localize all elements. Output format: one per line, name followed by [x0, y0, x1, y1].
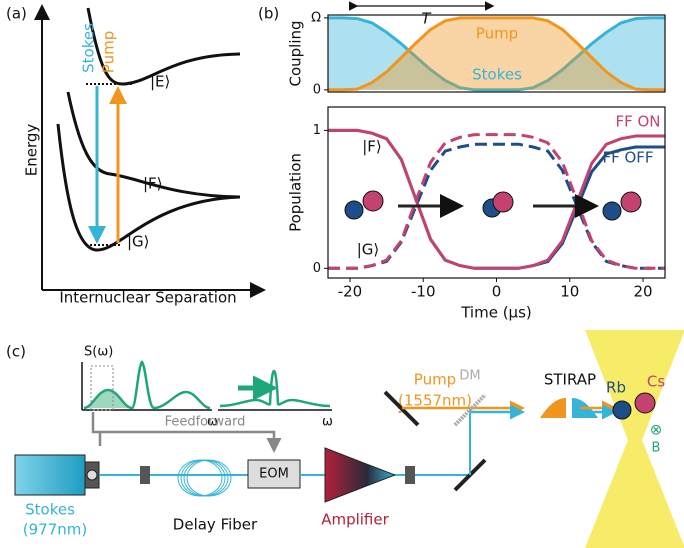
atom: [363, 191, 383, 211]
freq-label: ω: [322, 415, 333, 430]
pump-label: Pump: [414, 371, 456, 389]
field-symbol: ⊗: [650, 421, 663, 439]
stirap-label: STIRAP: [544, 371, 596, 389]
stokes-wavelength: (977nm): [23, 521, 87, 539]
panel-a: Stokes Pump |E⟩ |F⟩ |G⟩ Energy Internucl…: [23, 8, 263, 307]
legend-label: FF ON: [615, 113, 660, 131]
state-label: |G⟩: [127, 233, 150, 251]
atom-label: Rb: [606, 379, 626, 397]
x-tick-label: 10: [560, 283, 579, 301]
y-tick-label: 1: [313, 123, 321, 138]
molecule-icons: [345, 191, 641, 220]
spectrum-label: S(ω): [84, 345, 113, 360]
annotation: |G⟩: [357, 241, 380, 259]
annotation: |F⟩: [362, 138, 382, 156]
x-label: Time (μs): [460, 304, 532, 322]
panel-label: (c): [6, 343, 26, 361]
legend-label: FF OFF: [602, 149, 653, 167]
atom-label: Cs: [647, 373, 665, 391]
panel-c: S(ω) ω ω Feedforward Stokes (977nm) Dela…: [15, 330, 684, 548]
x-tick-label: 20: [633, 283, 652, 301]
trap-beam: [585, 330, 684, 548]
x-tick-label: -10: [411, 283, 436, 301]
stokes-label: Stokes: [80, 23, 98, 73]
page: {"panel_labels": ["(a)", "(b)", "(c)"], …: [0, 0, 684, 548]
pump-label: Pump: [100, 31, 118, 73]
fiber-coil: [178, 460, 231, 496]
y-tick-label: 0: [313, 261, 321, 276]
atom: [493, 192, 513, 212]
dm-label: DM: [459, 369, 480, 384]
y-tick-label: Ω: [311, 10, 321, 25]
state-label: |F⟩: [143, 175, 163, 193]
spectrum: [220, 371, 330, 406]
fiber-label: Delay Fiber: [173, 516, 258, 534]
atom: [635, 393, 655, 413]
atom: [345, 201, 363, 219]
x-tick-label: 0: [492, 283, 502, 301]
series-label: Stokes: [472, 66, 522, 84]
panel-label: (a): [6, 5, 27, 23]
atom: [621, 192, 641, 212]
amplifier-label: Amplifier: [321, 511, 389, 529]
stokes-laser: [15, 455, 85, 495]
feedforward-label: Feedforward: [165, 415, 246, 430]
y-tick-label: 0: [313, 82, 321, 97]
pulse-shape: [540, 398, 566, 418]
series-label: Pump: [476, 25, 518, 43]
eom-label: EOM: [259, 467, 289, 482]
figure: (a) (b) (c) Stokes Pump |E⟩ |F⟩ |G⟩ Ener…: [0, 0, 684, 548]
y-label: Energy: [23, 124, 41, 177]
atom: [613, 401, 631, 419]
stokes-label: Stokes: [25, 501, 75, 519]
panel-label: (b): [258, 5, 279, 23]
atom: [603, 202, 621, 220]
amplifier: [325, 448, 395, 502]
isolator: [140, 466, 150, 484]
annotation: T: [421, 10, 432, 28]
field-label: B: [652, 441, 661, 456]
x-label: Internuclear Separation: [59, 289, 236, 307]
x-tick-label: -20: [338, 283, 363, 301]
y-label: Population: [287, 153, 305, 232]
laser-aperture: [87, 470, 97, 480]
isolator: [405, 466, 415, 484]
y-label: Coupling: [287, 20, 305, 86]
state-label: |E⟩: [150, 73, 170, 91]
